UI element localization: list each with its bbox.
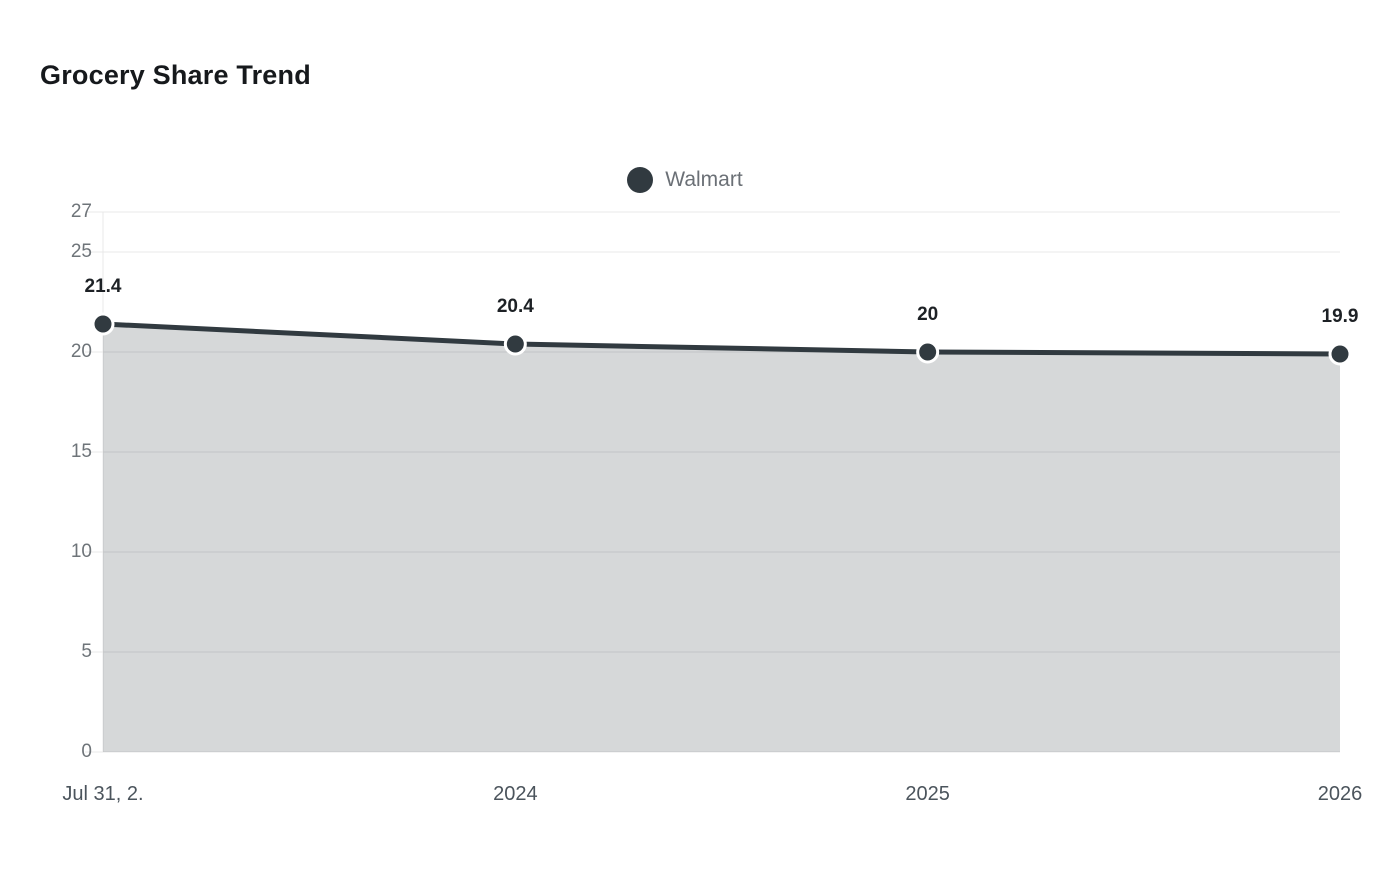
x-tick-label: Jul 31, 2.: [62, 783, 144, 805]
y-tick-label: 5: [81, 641, 92, 662]
x-tick-label: 2025: [905, 783, 950, 805]
y-tick-label: 15: [70, 441, 92, 462]
legend-marker-icon: [627, 167, 654, 193]
data-point-label: 19.9: [1321, 306, 1359, 327]
legend[interactable]: Walmart: [0, 165, 1370, 195]
legend-series-label: Walmart: [665, 168, 743, 191]
data-point[interactable]: [503, 332, 527, 356]
y-tick-label: 10: [70, 541, 92, 562]
data-point-label: 20.4: [496, 296, 534, 317]
y-tick-label: 25: [70, 241, 92, 262]
y-tick-label: 27: [70, 201, 92, 222]
y-tick-label: 20: [70, 341, 92, 362]
area-fill: [103, 324, 1340, 752]
data-point[interactable]: [1328, 342, 1352, 366]
trend-line: [100, 321, 1343, 357]
x-tick-label: 2026: [1317, 783, 1363, 805]
data-point-label: 21.4: [84, 276, 122, 297]
x-tick-label: 2024: [493, 783, 538, 805]
chart-title: Grocery Share Trend: [40, 60, 311, 90]
data-point-label: 20: [917, 304, 939, 325]
data-point[interactable]: [916, 340, 940, 364]
data-point[interactable]: [91, 312, 115, 336]
y-tick-label: 0: [81, 741, 92, 762]
